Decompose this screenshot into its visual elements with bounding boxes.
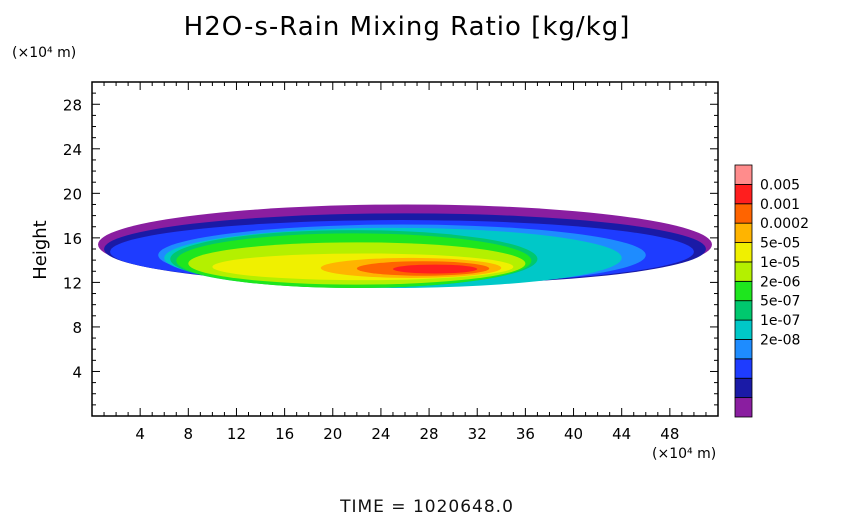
colorbar-swatch	[734, 300, 753, 321]
colorbar-label: 0.005	[760, 177, 800, 193]
y-tick-label: 12	[63, 274, 82, 292]
colorbar-swatch	[734, 222, 753, 243]
colorbar-swatch	[734, 261, 753, 282]
chart-title: H2O-s-Rain Mixing Ratio [kg/kg]	[183, 12, 631, 42]
colorbar-swatch	[734, 339, 753, 360]
x-tick-label: 44	[612, 425, 631, 443]
colorbar-swatch	[734, 280, 753, 302]
x-tick-label: 36	[516, 425, 535, 443]
colorbar-swatch	[734, 377, 753, 399]
y-tick-label: 16	[63, 230, 82, 248]
x-tick-label: 16	[275, 425, 294, 443]
mixing-ratio-field	[98, 204, 712, 288]
y-tick-label: 20	[63, 185, 82, 203]
colorbar-swatch	[734, 183, 753, 205]
colorbar-label: 5e-05	[760, 236, 800, 252]
x-tick-label: 28	[420, 425, 439, 443]
y-tick-label: 4	[72, 363, 82, 381]
y-axis-unit: (×10⁴ m)	[12, 45, 77, 61]
x-tick-label: 8	[184, 425, 194, 443]
x-tick-label: 20	[323, 425, 342, 443]
x-tick-label: 12	[227, 425, 246, 443]
time-label: TIME = 1020648.0	[340, 497, 514, 517]
x-tick-label: 40	[564, 425, 583, 443]
y-tick-labels: 4 8 12 16 20 24 28	[63, 96, 82, 381]
colorbar-swatch	[734, 319, 753, 340]
y-axis-label: Height	[30, 220, 51, 280]
colorbar-label: 1e-07	[760, 313, 800, 329]
x-tick-label: 32	[468, 425, 487, 443]
y-tick-label: 28	[63, 96, 82, 114]
x-axis-unit: (×10⁴ m)	[652, 446, 717, 462]
colorbar-label: 5e-07	[760, 294, 800, 310]
colorbar-label: 2e-08	[760, 332, 800, 348]
x-tick-labels: 4 8 12 16 20 24 28 32 36 40 44 48	[135, 425, 679, 443]
colorbar-label: 0.001	[760, 197, 800, 213]
colorbar-swatch	[734, 358, 753, 379]
axis-ticks	[92, 82, 718, 416]
colorbar-label: 2e-06	[760, 274, 800, 290]
contour-level-11	[392, 264, 478, 274]
colorbar-swatch	[734, 164, 753, 185]
x-tick-label: 4	[135, 425, 145, 443]
colorbar: 0.005 0.001 0.0002 5e-05 1e-05 2e-06 5e-07 1e-0…	[734, 164, 809, 418]
colorbar-swatch	[734, 397, 753, 418]
x-tick-label: 24	[371, 425, 390, 443]
colorbar-swatch	[734, 203, 753, 224]
y-tick-label: 8	[72, 319, 82, 337]
colorbar-swatch	[734, 242, 753, 263]
colorbar-label: 0.0002	[760, 216, 809, 232]
y-tick-label: 24	[63, 141, 82, 159]
colorbar-label: 1e-05	[760, 255, 800, 271]
x-tick-label: 48	[660, 425, 679, 443]
